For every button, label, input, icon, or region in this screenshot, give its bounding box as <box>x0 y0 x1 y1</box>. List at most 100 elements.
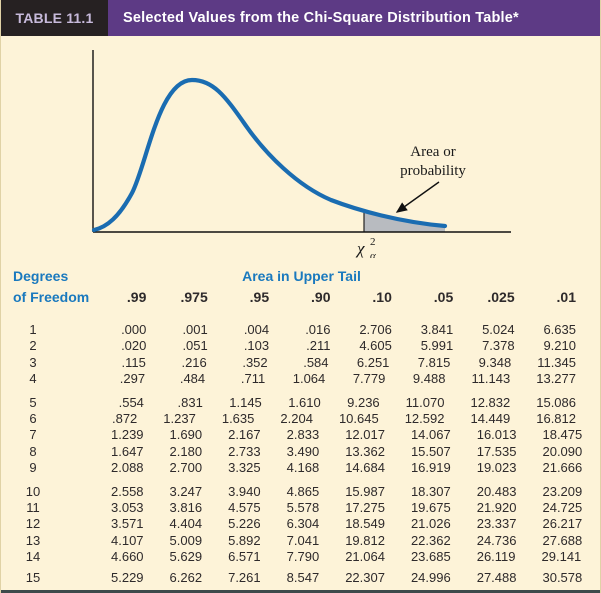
value-cell: 24.736 <box>476 532 517 548</box>
degrees-header-line2: of Freedom <box>13 289 90 305</box>
value-cell: 6.571 <box>228 549 261 565</box>
column-label-05: .05 <box>433 289 454 305</box>
value-cell: 19.023 <box>476 460 517 476</box>
area-upper-tail-header: Area in Upper Tail <box>242 268 361 284</box>
value-cell: 14.684 <box>345 460 385 476</box>
value-cell: 5.629 <box>169 549 203 565</box>
value-cell: 7.815 <box>417 354 451 370</box>
value-cell: 24.725 <box>542 499 583 515</box>
table-row: 5 .554 .831 1.145 1.610 9.236 11.070 12.832 15.0… <box>1 394 600 411</box>
value-cell: 14.067 <box>410 427 451 443</box>
table-row: 8 1.647 2.180 2.733 3.490 13.362 15.507 17.535 2… <box>1 443 600 460</box>
spacer-cell <box>65 516 111 532</box>
table-header: Area in Upper Tail Degrees of Freedom .9… <box>1 262 600 316</box>
value-cell: .711 <box>240 371 266 387</box>
value-cell: 27.488 <box>476 570 517 586</box>
bottom-rule <box>1 590 600 593</box>
value-cell: 7.779 <box>352 371 386 387</box>
column-label-025: .025 <box>487 289 515 305</box>
column-label-99: .99 <box>126 289 147 305</box>
table-row: 2 .020 .051 .103 .211 4.605 5.991 7.378 9.210 <box>1 338 600 354</box>
value-cell: 9.210 <box>543 338 576 354</box>
value-cell: 1.635 <box>221 410 255 426</box>
value-cell: 26.119 <box>476 549 516 565</box>
value-cell: 2.204 <box>280 410 313 426</box>
value-cell: .115 <box>121 354 146 370</box>
table-body: 1.000.001.004.016 2.706 3.841 5.024 6.635 2.0… <box>1 322 600 587</box>
value-cell: 18.307 <box>410 483 451 499</box>
table-row: 12 3.571 4.404 5.226 6.304 18.549 21.026 23.337… <box>1 516 600 532</box>
value-cell: .297 <box>119 371 146 387</box>
chi-square-values-table: Area in Upper Tail Degrees of Freedom .9… <box>1 262 600 587</box>
spacer-cell <box>65 460 111 476</box>
density-curve <box>91 77 448 233</box>
table-row: 3 .115 .216 .352 .584 6.251 7.815 9.348 11.345 <box>1 354 600 371</box>
value-cell: 3.325 <box>228 460 261 476</box>
value-cell: 11.070 <box>405 394 445 410</box>
value-cell: 23.685 <box>410 549 451 565</box>
value-cell: 1.610 <box>288 394 321 410</box>
value-cell: 1.237 <box>163 410 196 426</box>
value-cell: 19.675 <box>410 499 451 515</box>
chi-subscript: α <box>370 250 376 258</box>
chi-superscript: 2 <box>370 236 376 248</box>
value-cell: 15.086 <box>536 394 576 410</box>
table-row-group: 1 .000 .001 .004 .016 2.706 3.841 5.024 6.635 2 .0… <box>1 322 600 388</box>
value-cell: 4.107 <box>111 532 144 548</box>
spacer-cell <box>65 444 111 460</box>
title-bar: TABLE 11.1 Selected Values from the Chi-… <box>1 0 600 36</box>
value-cell: 15.507 <box>410 443 451 459</box>
value-cell: 16.013 <box>476 427 517 443</box>
value-cell: 21.064 <box>345 549 385 565</box>
value-cell: 1.647 <box>111 443 144 459</box>
value-cell: 2.733 <box>228 443 261 459</box>
value-cell: 4.404 <box>169 516 203 532</box>
value-cell: 9.236 <box>347 394 380 410</box>
spacer-cell <box>65 338 111 354</box>
annotation-arrow <box>395 181 440 213</box>
chi-square-distribution-figure: Area or probability χ 2 α <box>1 36 600 258</box>
column-labels-row: of Freedom .99 .975 .95 .90 .10 .05 .025… <box>1 289 600 305</box>
df-cell: 12 <box>25 516 41 532</box>
spacer-cell <box>65 427 111 443</box>
table-row: 7 1.239 1.690 2.167 2.833 12.017 14.067 16.013 1… <box>1 427 600 443</box>
df-cell: 3 <box>29 354 37 370</box>
value-cell: .352 <box>242 354 268 370</box>
value-cell: 6.251 <box>356 354 390 370</box>
value-cell: .001 <box>182 322 208 337</box>
df-cell: 14 <box>25 549 41 565</box>
table-row-group: 10 2.558 3.247 3.940 4.865 15.987 18.307 20.483… <box>1 483 600 566</box>
value-cell: 4.660 <box>111 549 144 565</box>
chi-symbol: χ <box>355 239 365 258</box>
value-cell: 20.090 <box>542 443 583 459</box>
value-cell: .000 <box>121 322 147 337</box>
value-cell: .216 <box>181 354 207 370</box>
value-cell: 1.145 <box>229 394 262 410</box>
value-cell: 8.547 <box>286 570 320 586</box>
value-cell: 2.167 <box>228 427 261 443</box>
value-cell: 13.362 <box>345 443 385 459</box>
spacer-cell <box>65 395 111 411</box>
value-cell: 11.143 <box>471 371 511 387</box>
value-cell: 1.239 <box>111 427 144 443</box>
df-cell: 15 <box>25 570 41 586</box>
value-cell: .016 <box>305 322 331 337</box>
spacer-cell <box>65 484 111 500</box>
value-cell: .211 <box>306 338 331 354</box>
value-cell: 4.168 <box>286 460 320 476</box>
value-cell: 3.053 <box>111 499 144 515</box>
value-cell: 2.833 <box>286 427 320 443</box>
table-row: 11 3.053 3.816 4.575 5.578 17.275 19.675 21.920… <box>1 499 600 516</box>
value-cell: 3.816 <box>169 499 203 515</box>
value-cell: 17.275 <box>345 499 385 515</box>
df-cell: 9 <box>29 460 37 476</box>
value-cell: 1.064 <box>292 371 326 387</box>
value-cell: 17.535 <box>476 443 517 459</box>
value-cell: 1.690 <box>169 427 203 443</box>
value-cell: 14.449 <box>470 410 511 426</box>
value-cell: 3.571 <box>111 516 144 532</box>
value-cell: 3.490 <box>286 443 320 459</box>
value-cell: .020 <box>121 338 147 354</box>
value-cell: 6.262 <box>169 570 203 586</box>
spacer-cell <box>65 533 111 549</box>
